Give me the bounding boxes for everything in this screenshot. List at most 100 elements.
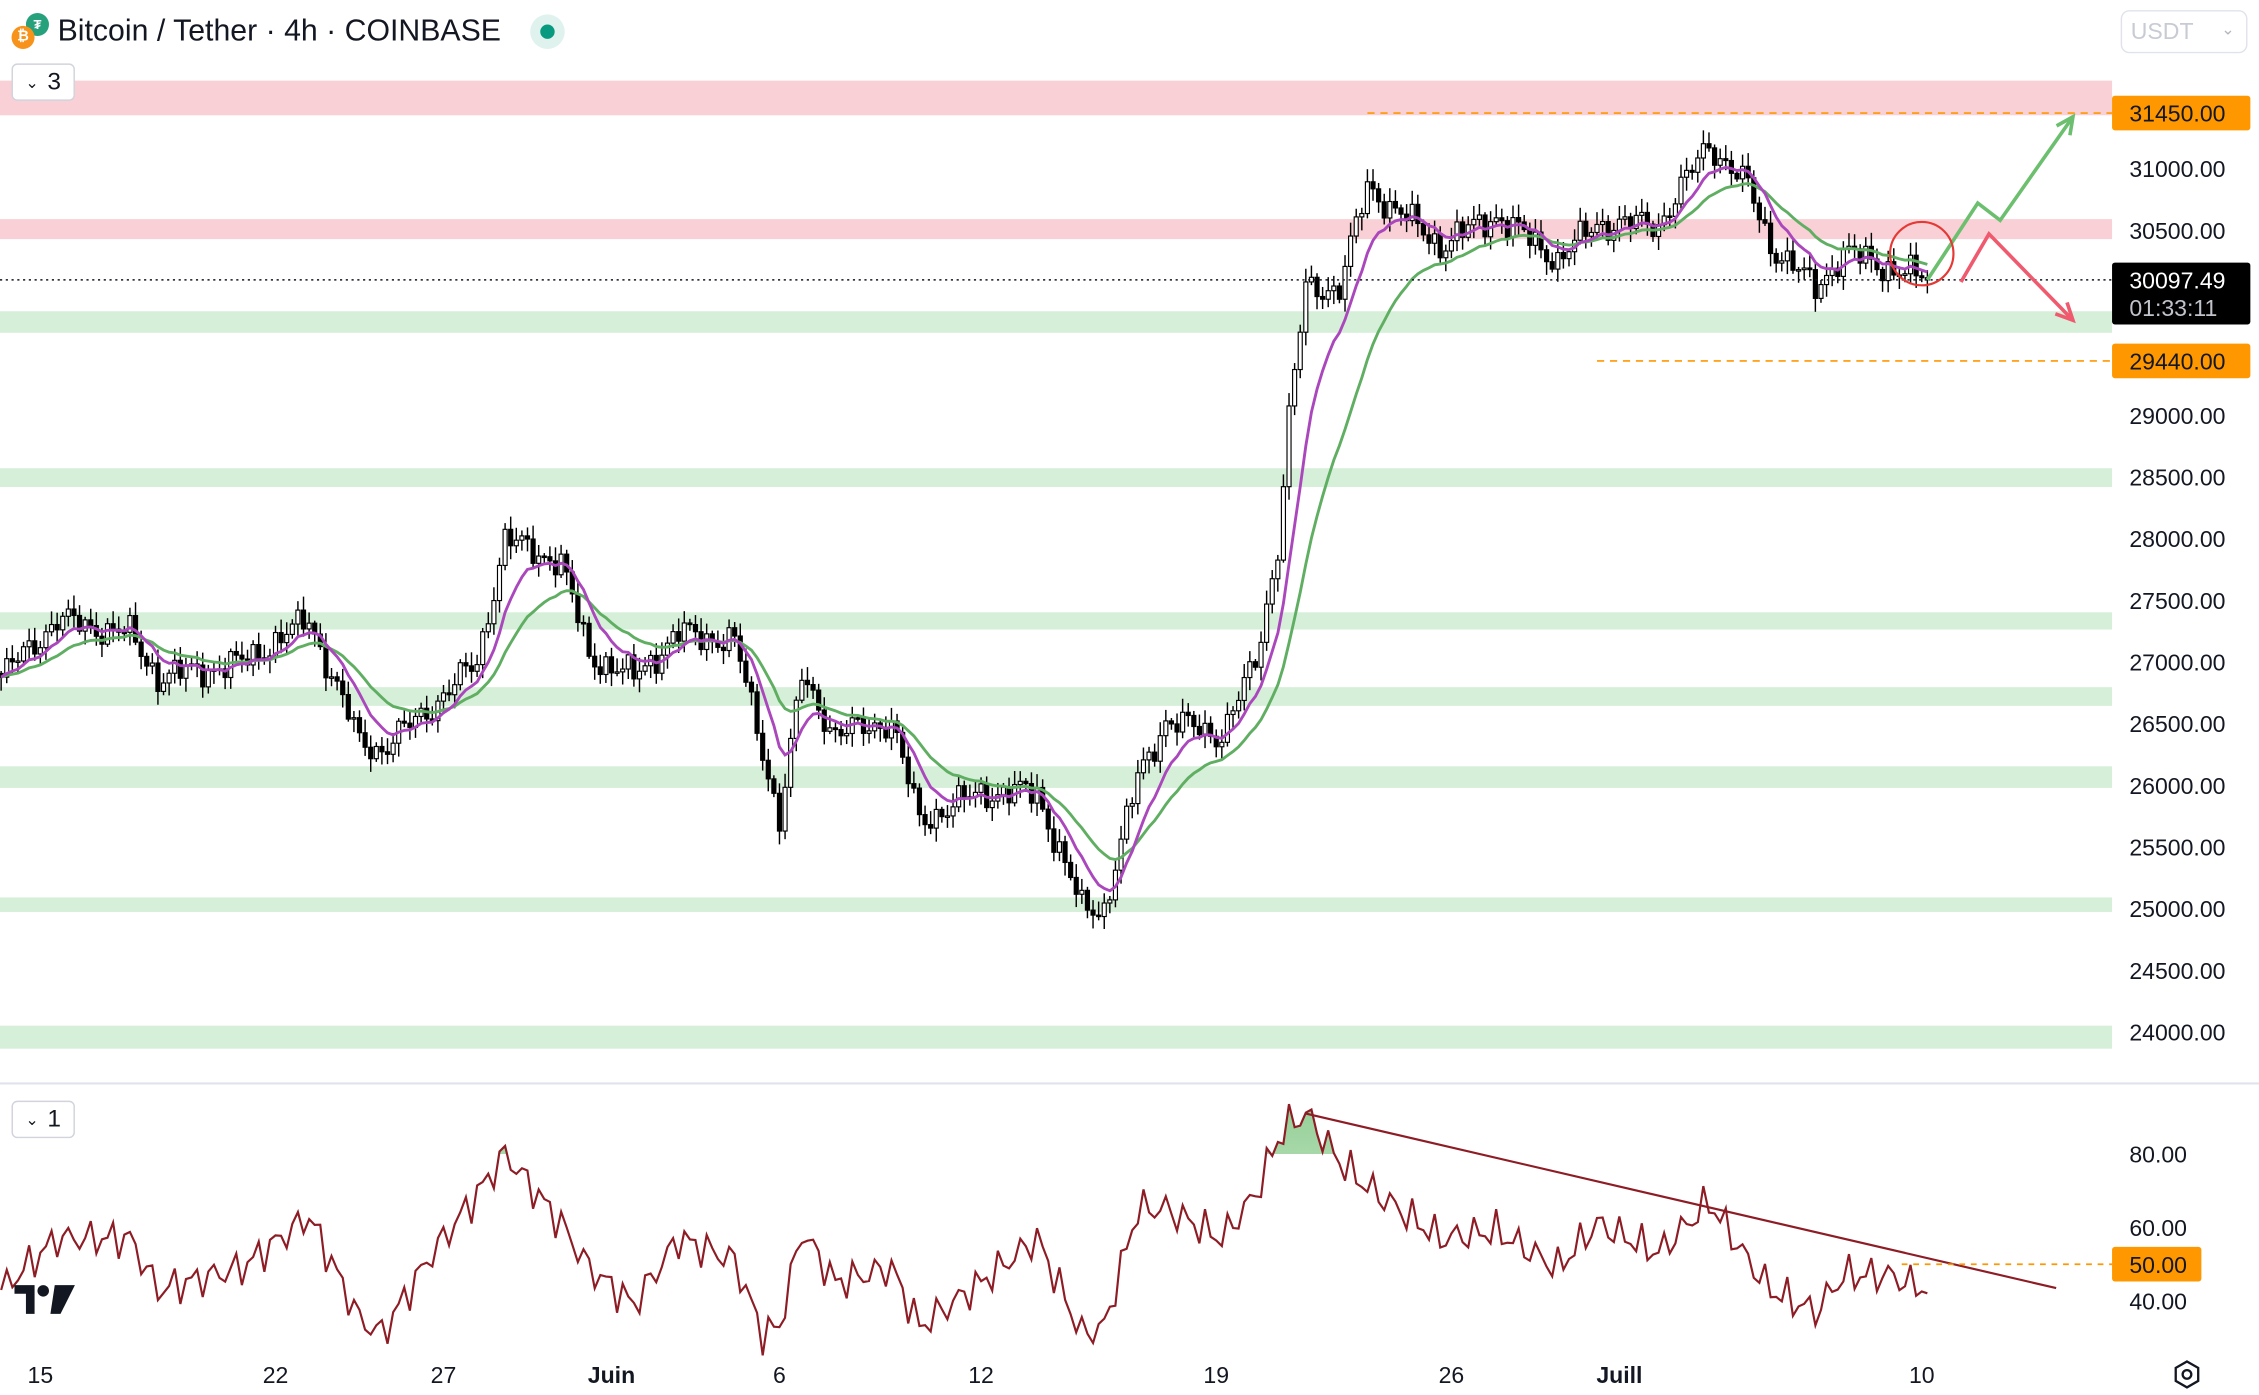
candle (1051, 828, 1057, 853)
candle (1420, 222, 1427, 236)
rsi-line (0, 1103, 1928, 1356)
candle (888, 720, 895, 739)
candle (1633, 214, 1639, 230)
candle (485, 623, 491, 633)
candle (1907, 254, 1914, 275)
candle (1471, 218, 1477, 226)
candle (289, 623, 295, 635)
candle (323, 646, 329, 679)
support-zone (0, 687, 2113, 706)
fast-moving-average-line (0, 165, 1928, 893)
symbol-header: ₮ ₿ Bitcoin / Tether · 4h · COINBASE (11, 12, 565, 50)
candle (1163, 720, 1169, 737)
candle (1762, 219, 1768, 224)
main-pane-collapse-button[interactable]: ⌄ 3 (11, 63, 75, 101)
candle (390, 742, 396, 755)
candle (552, 560, 559, 576)
candle (911, 783, 917, 789)
chevron-down-icon: ⌄ (2221, 21, 2235, 39)
candle (1454, 221, 1460, 242)
candle (771, 778, 777, 794)
candle (760, 732, 766, 761)
candle (575, 593, 581, 624)
candle (580, 621, 587, 625)
rsi-pane-collapse-button[interactable]: ⌄ 1 (11, 1100, 75, 1139)
candle (1734, 172, 1740, 180)
candle (480, 631, 486, 666)
candle (1073, 876, 1079, 895)
candle (1180, 711, 1186, 733)
candle (65, 608, 71, 617)
price-tick-label: 27500.00 (2129, 588, 2225, 614)
candle (620, 668, 626, 673)
candle (692, 623, 699, 633)
candle (424, 707, 430, 720)
candle (1336, 285, 1343, 300)
candle (1683, 169, 1690, 178)
candle (1258, 641, 1264, 668)
market-open-dot-icon[interactable] (529, 14, 565, 49)
candle (720, 646, 727, 652)
candle (1566, 251, 1572, 260)
candle (1230, 710, 1236, 716)
bitcoin-icon: ₿ (11, 25, 35, 49)
candle (1700, 143, 1706, 159)
time-tick-label: 10 (1909, 1362, 1935, 1388)
candle (1342, 265, 1348, 300)
candle (1767, 222, 1774, 255)
candle (1314, 276, 1320, 298)
candle (183, 665, 189, 679)
candle (384, 751, 391, 755)
candle (1331, 285, 1337, 292)
candle (933, 808, 939, 829)
time-tick-label: Juill (1596, 1362, 1642, 1388)
candle (1695, 157, 1701, 173)
candle (524, 535, 531, 540)
candle (1504, 220, 1510, 238)
time-tick-label: Juin (588, 1362, 635, 1388)
candle (160, 682, 167, 692)
candle (1297, 331, 1303, 371)
candle (1790, 250, 1796, 271)
candle (978, 783, 984, 793)
candle (1437, 233, 1443, 259)
candle (1191, 714, 1197, 728)
candle (1600, 221, 1606, 226)
candle (256, 644, 262, 659)
candle (496, 564, 503, 602)
price-tick-label: 28000.00 (2129, 526, 2225, 552)
candle (653, 654, 659, 674)
indicator-count: 3 (47, 67, 62, 96)
candle (1387, 200, 1393, 219)
settings-gear-icon[interactable] (2171, 1359, 2203, 1391)
time-tick-label: 6 (773, 1362, 786, 1388)
arrowhead-down-icon (2054, 301, 2076, 324)
candle (1381, 201, 1387, 219)
candle (636, 670, 643, 680)
currency-select[interactable]: USDT ⌄ (2120, 10, 2248, 54)
candle (1107, 899, 1113, 904)
candle (1583, 220, 1589, 237)
candle (1320, 295, 1326, 300)
candles (0, 130, 1930, 929)
candle (765, 759, 771, 780)
candle (597, 666, 603, 676)
candle (950, 806, 956, 817)
candle (306, 622, 312, 630)
symbol-title[interactable]: Bitcoin / Tether · 4h · COINBASE (57, 14, 501, 48)
price-tick-label: 27000.00 (2129, 649, 2225, 675)
candle (345, 693, 351, 720)
candle (1376, 188, 1382, 203)
candle (368, 746, 374, 760)
candle (592, 655, 598, 668)
candle (334, 676, 340, 682)
candle (1476, 214, 1482, 220)
candle (1510, 217, 1516, 238)
candle (121, 631, 127, 635)
candle (300, 609, 307, 630)
candle (1840, 247, 1846, 277)
candle (356, 717, 363, 734)
rsi-tick-label: 40.00 (2129, 1289, 2187, 1315)
